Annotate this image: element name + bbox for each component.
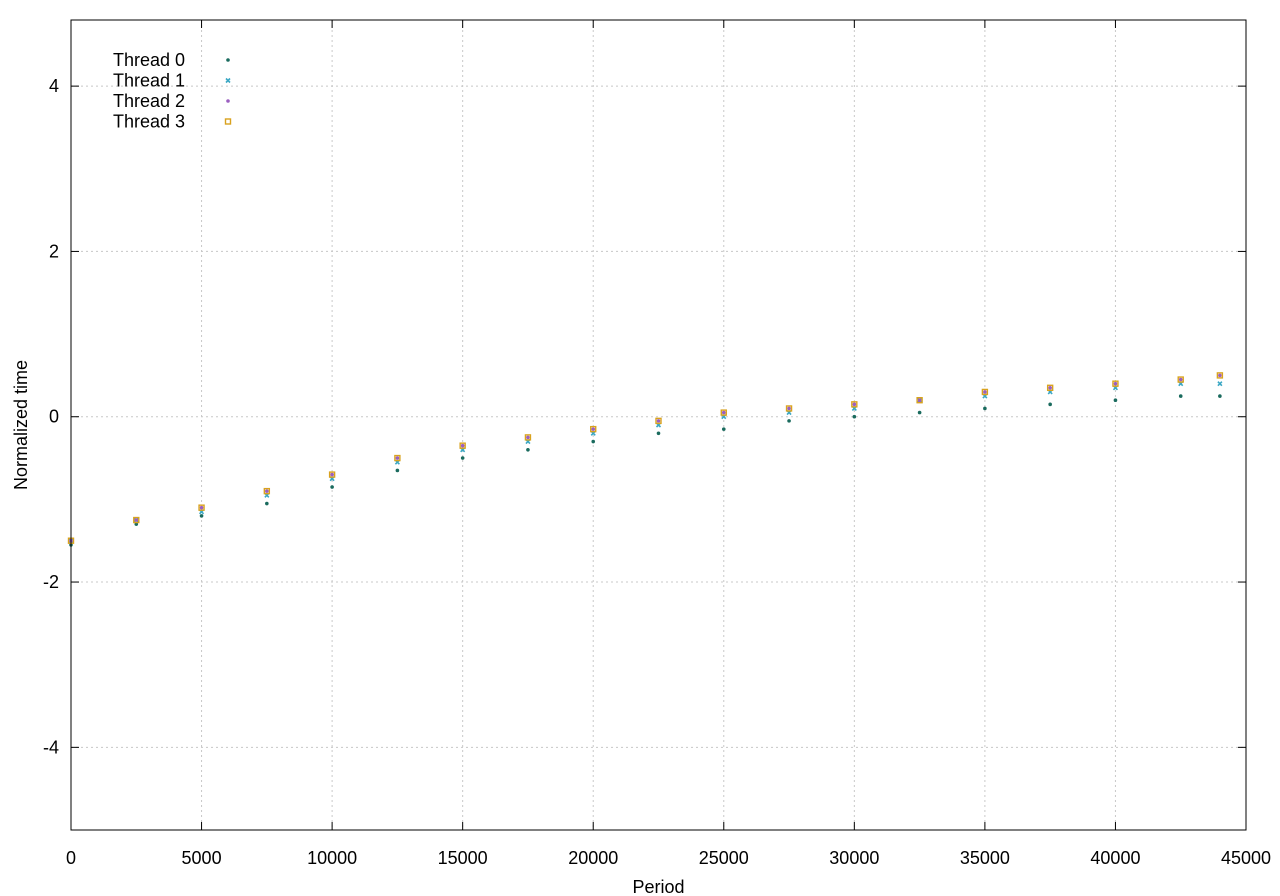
legend-label: Thread 2 <box>113 91 185 111</box>
legend-marker <box>226 58 230 62</box>
data-point <box>526 447 530 452</box>
data-point <box>199 505 204 510</box>
data-point <box>721 410 726 415</box>
data-point <box>983 406 987 411</box>
series-0 <box>69 394 1222 547</box>
x-tick-label: 30000 <box>829 848 879 868</box>
y-tick-label: 4 <box>49 76 59 96</box>
legend-label: Thread 0 <box>113 50 185 70</box>
data-point <box>199 514 204 518</box>
legend-marker <box>225 77 231 84</box>
data-point <box>1217 381 1223 387</box>
data-point <box>983 390 987 394</box>
data-point <box>1218 394 1222 398</box>
series-points <box>67 372 1224 547</box>
legend-marker <box>226 99 230 103</box>
x-tick-label: 5000 <box>182 848 222 868</box>
series-1 <box>68 381 1223 544</box>
data-point <box>328 471 336 478</box>
data-point <box>133 516 140 524</box>
data-point <box>1113 381 1118 386</box>
x-tick-label: 10000 <box>307 848 357 868</box>
data-point <box>1046 384 1054 392</box>
x-tick-label: 35000 <box>960 848 1010 868</box>
y-tick-label: -2 <box>43 572 59 592</box>
data-point <box>656 431 661 436</box>
y-axis-title: Normalized time <box>11 360 31 490</box>
data-point <box>1048 402 1052 407</box>
data-point <box>459 442 466 449</box>
data-point <box>721 427 726 431</box>
data-point <box>134 522 139 526</box>
data-point <box>720 409 727 416</box>
data-point <box>460 456 465 460</box>
data-point <box>1112 380 1119 387</box>
data-point <box>1177 376 1184 383</box>
data-point <box>1178 377 1183 382</box>
x-tick-label: 15000 <box>438 848 488 868</box>
y-tick-label: 2 <box>49 241 59 261</box>
series-2 <box>69 373 1222 543</box>
data-point <box>1113 398 1118 403</box>
data-point <box>265 489 269 493</box>
data-point <box>851 401 858 408</box>
data-point <box>591 439 596 444</box>
data-point <box>655 417 662 425</box>
data-point <box>265 501 269 506</box>
data-point <box>198 504 205 511</box>
data-point <box>330 485 334 489</box>
data-point <box>591 427 596 431</box>
data-point <box>526 435 530 440</box>
x-tick-label: 40000 <box>1090 848 1140 868</box>
data-point <box>785 405 793 412</box>
x-axis-title: Period <box>632 877 684 896</box>
data-point <box>1216 372 1224 379</box>
data-point <box>1048 386 1052 390</box>
data-point <box>134 518 139 522</box>
data-point <box>460 443 465 448</box>
data-point <box>395 468 400 473</box>
data-point <box>852 402 857 407</box>
axis-ticks: 0 5000 10000 15000 20000 25000 30000 35000 40000… <box>43 20 1271 868</box>
data-point <box>852 414 857 419</box>
legend-label: Thread 3 <box>113 112 185 132</box>
data-point <box>917 410 922 415</box>
y-tick-label: 0 <box>49 407 59 427</box>
data-point <box>656 419 661 423</box>
plot-frame <box>70 19 1247 831</box>
data-point <box>787 419 791 423</box>
data-point <box>395 456 400 460</box>
x-tick-label: 0 <box>66 848 76 868</box>
legend-marker <box>224 118 232 125</box>
data-point <box>524 434 532 441</box>
data-point <box>1218 373 1222 378</box>
data-point <box>590 425 597 433</box>
data-point <box>394 454 401 462</box>
x-tick-label: 25000 <box>699 848 749 868</box>
data-point <box>1178 394 1183 398</box>
data-point <box>330 472 334 477</box>
data-point <box>981 388 989 396</box>
data-point <box>787 406 791 411</box>
data-point <box>917 398 922 403</box>
series-3 <box>67 372 1224 544</box>
grid <box>71 20 1246 830</box>
data-point <box>916 397 923 404</box>
legend-label: Thread 1 <box>113 71 185 91</box>
x-tick-label: 45000 <box>1221 848 1271 868</box>
y-tick-label: -4 <box>43 737 59 757</box>
data-point <box>263 487 271 495</box>
x-tick-label: 20000 <box>568 848 618 868</box>
